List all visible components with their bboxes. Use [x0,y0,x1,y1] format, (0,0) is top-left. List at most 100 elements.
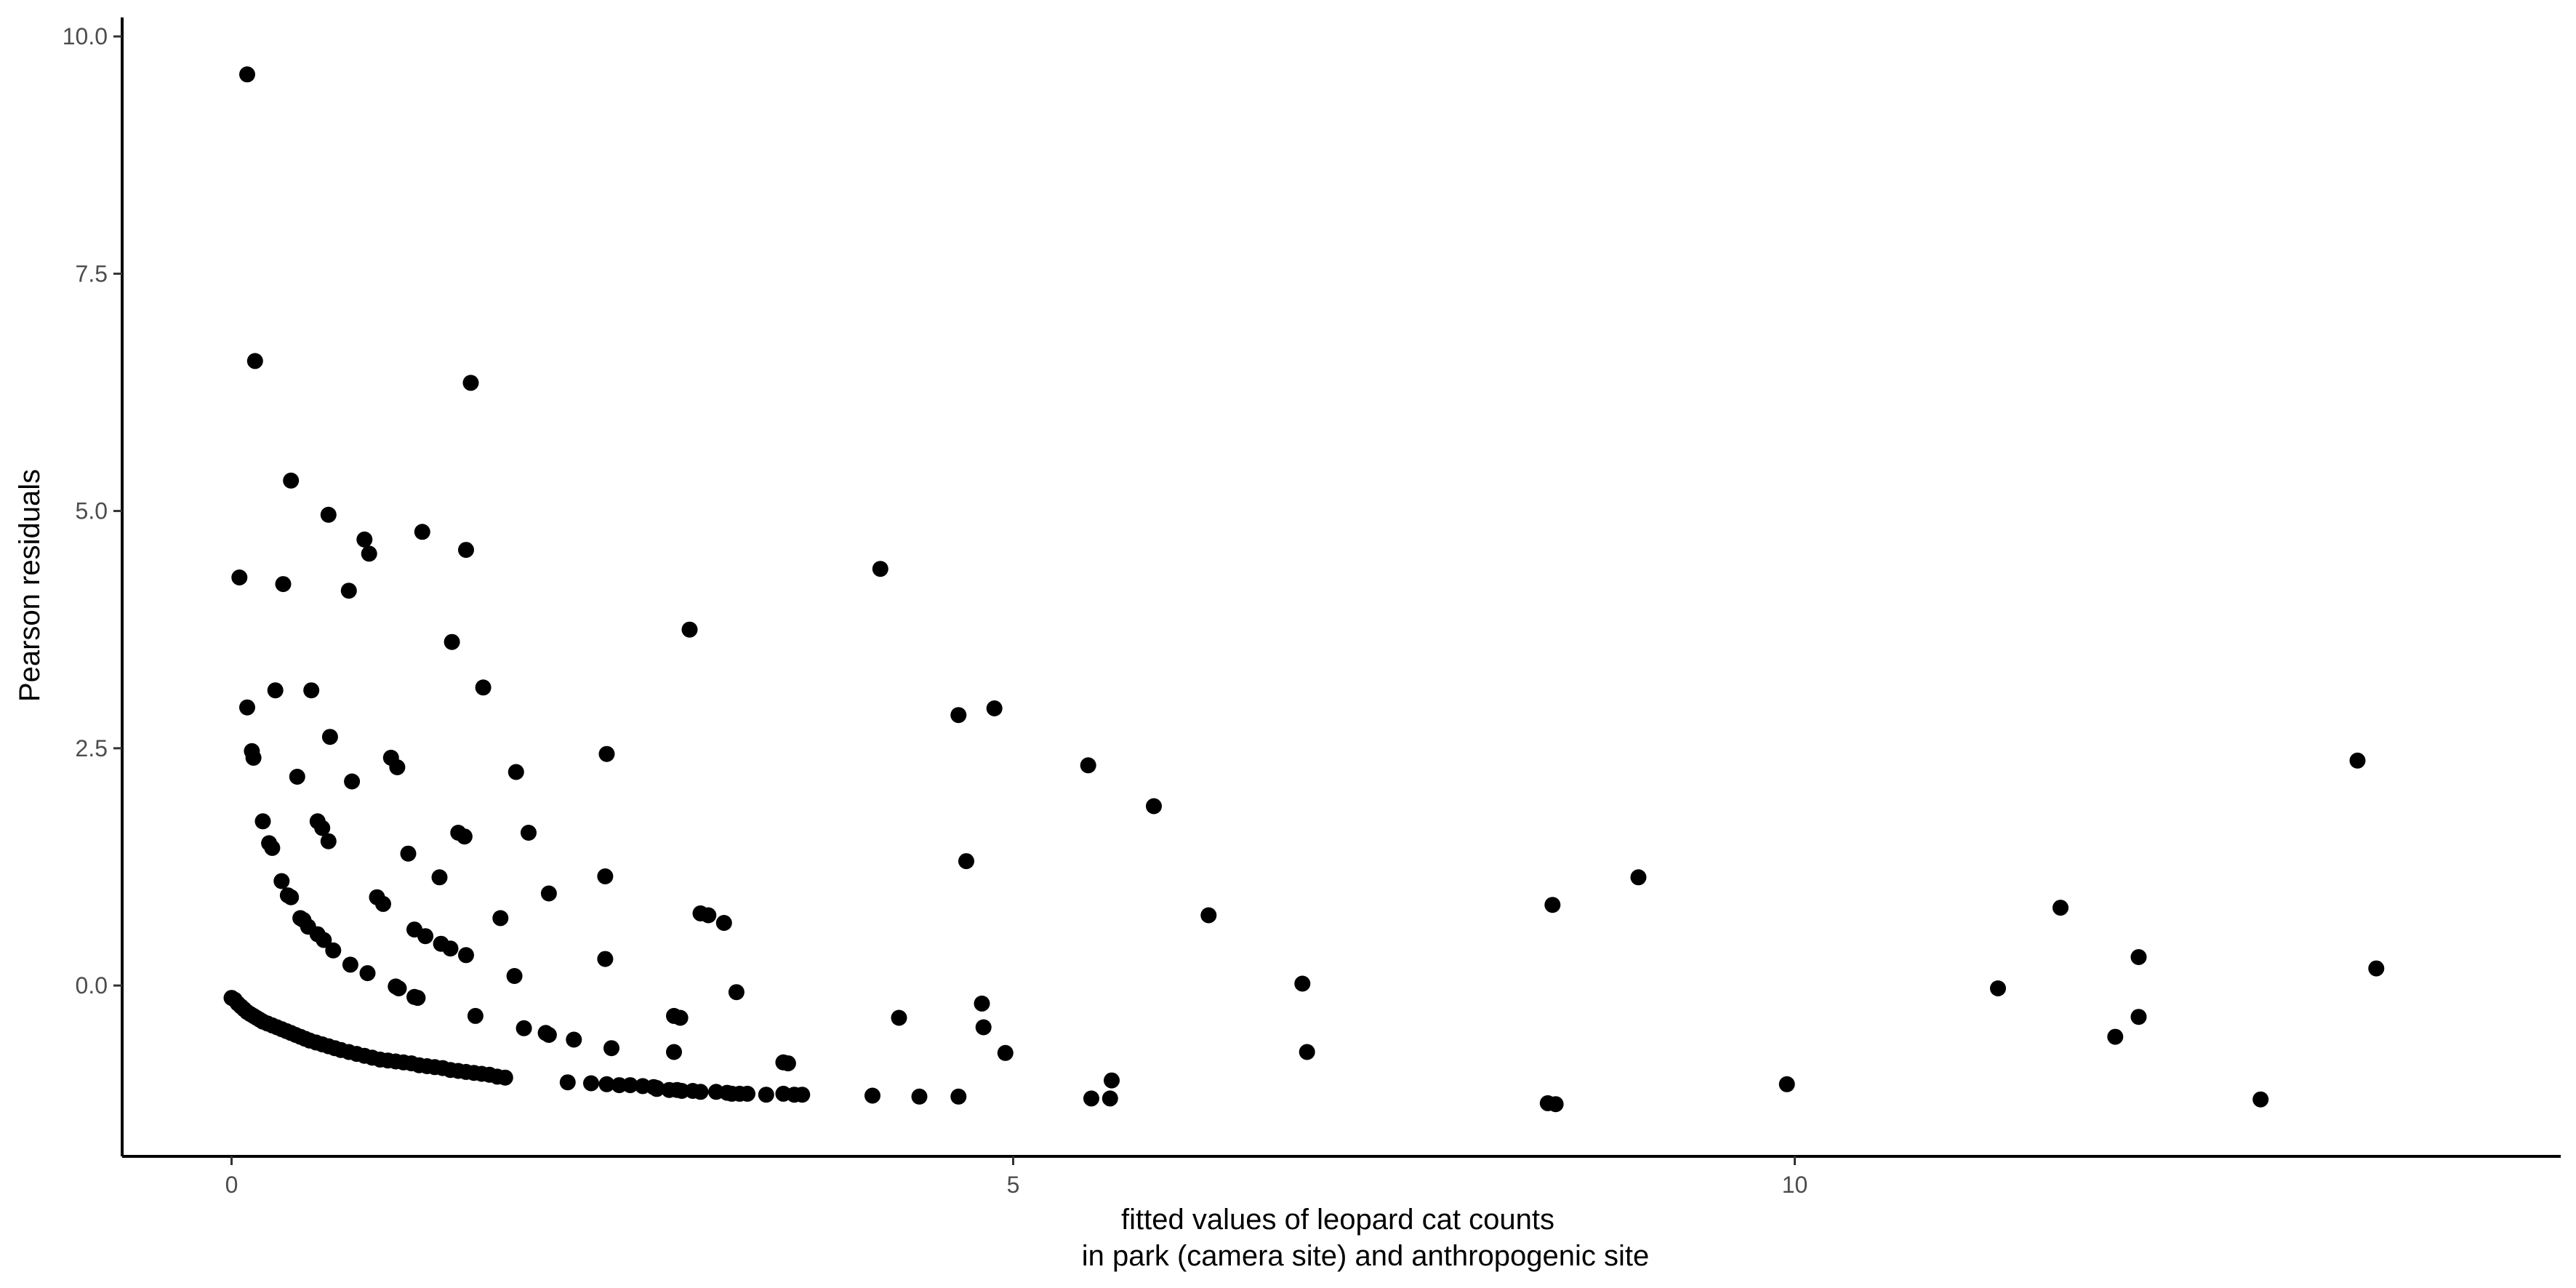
x-axis-title-line-2: in park (camera site) and anthropogenic … [1082,1240,1649,1272]
data-point-51 [622,1077,638,1094]
data-point-180 [1104,1072,1120,1089]
data-point-111 [254,813,271,830]
data-point-93 [267,682,284,699]
data-point-85 [414,524,430,540]
data-point-79 [246,353,263,369]
data-point-158 [506,968,523,984]
data-point-88 [275,576,292,593]
data-point-109 [1146,798,1162,815]
data-point-167 [2130,1009,2147,1025]
data-point-47 [559,1074,576,1091]
data-point-105 [289,769,305,785]
data-point-134 [316,932,332,948]
data-point-87 [231,569,248,585]
data-point-89 [340,583,357,599]
data-point-146 [409,990,426,1007]
data-point-160 [1990,980,2006,996]
data-point-147 [492,910,509,927]
y-tick-label-4: 10.0 [63,23,108,49]
data-point-159 [1294,975,1311,992]
y-tick-label-1: 2.5 [76,735,108,761]
data-point-143 [442,940,459,957]
x-tick-label-0: 0 [225,1172,238,1198]
data-point-95 [475,679,491,696]
data-point-166 [891,1009,907,1026]
data-point-122 [273,873,290,889]
data-point-78 [239,66,255,83]
data-point-94 [303,682,320,699]
data-point-76 [1539,1095,1556,1111]
data-point-73 [1083,1090,1099,1107]
data-point-162 [974,995,990,1012]
data-point-135 [325,942,342,959]
data-point-170 [540,1027,557,1043]
data-point-104 [598,745,615,762]
data-point-103 [389,759,406,775]
data-point-174 [603,1040,619,1057]
data-point-72 [950,1088,967,1105]
data-point-71 [911,1088,928,1105]
data-point-150 [715,915,732,931]
data-point-46 [497,1069,513,1086]
data-point-181 [1778,1076,1795,1092]
data-point-171 [975,1019,992,1036]
data-point-66 [758,1087,774,1103]
data-point-161 [728,984,745,1001]
x-axis-ticks: 0 5 10 [225,1156,1808,1198]
data-point-117 [400,845,417,862]
y-tick-label-0: 0.0 [76,972,108,999]
y-axis-title: Pearson residuals [14,469,46,702]
data-point-165 [672,1009,689,1026]
data-point-60 [692,1084,709,1100]
data-point-101 [245,749,262,766]
data-point-126 [375,895,391,912]
data-point-121 [958,853,974,870]
data-point-120 [521,825,537,841]
data-point-86 [458,542,474,559]
data-point-84 [361,545,377,562]
data-point-99 [986,700,1003,716]
data-point-173 [566,1031,582,1048]
data-point-82 [320,506,337,523]
data-point-157 [597,951,614,967]
x-tick-label-2: 10 [1782,1172,1808,1198]
x-axis-title-line-1: fitted values of leopard cat counts [1121,1204,1554,1236]
data-point-48 [583,1075,599,1092]
data-point-153 [1630,869,1647,886]
data-point-91 [444,633,460,650]
data-point-168 [515,1020,532,1036]
data-point-58 [673,1083,690,1099]
y-tick-label-2: 5.0 [76,498,108,524]
data-point-107 [507,764,524,780]
data-point-139 [390,980,407,996]
data-point-81 [283,472,300,489]
data-point-83 [356,531,373,548]
data-point-152 [1544,897,1561,913]
y-tick-label-3: 7.5 [76,260,108,287]
data-point-70 [864,1087,880,1104]
data-point-49 [598,1076,615,1092]
data-point-156 [2130,949,2147,965]
data-point-113 [264,839,281,856]
data-point-124 [283,889,300,905]
data-point-144 [458,947,474,964]
data-point-163 [467,1007,483,1024]
data-point-116 [320,833,337,849]
data-point-154 [2053,900,2069,916]
data-point-149 [700,907,717,924]
data-points [223,66,2385,1113]
data-point-115 [314,820,331,836]
data-point-155 [2368,960,2385,977]
data-point-119 [456,828,473,845]
data-point-74 [1102,1090,1118,1107]
data-point-55 [649,1081,665,1097]
data-point-137 [359,965,376,982]
data-point-136 [342,956,358,973]
data-point-128 [540,885,557,902]
data-point-106 [344,773,361,790]
data-point-151 [1200,907,1217,924]
data-point-177 [1299,1044,1315,1060]
data-point-127 [431,869,448,886]
data-point-96 [239,699,255,716]
